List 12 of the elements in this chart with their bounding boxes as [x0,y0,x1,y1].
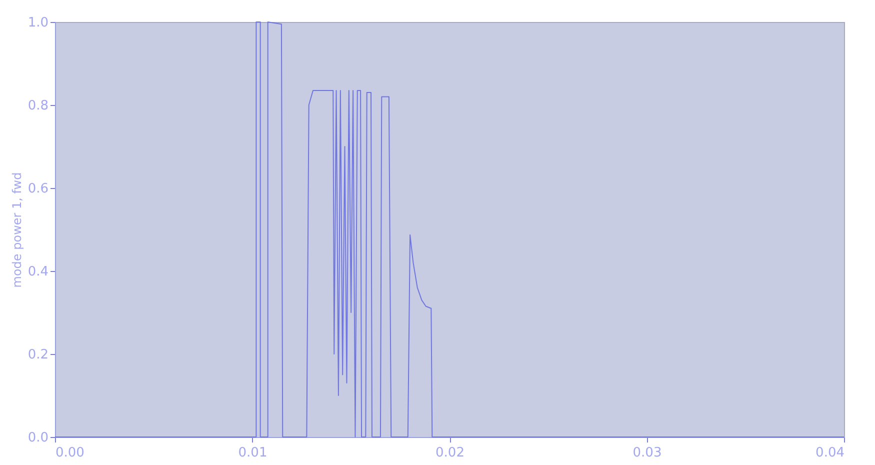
x-tick-label: 0.02 [436,446,464,460]
x-tick-label: 0.01 [238,446,268,460]
y-tick-label: 0.8 [28,98,48,114]
y-tick-label: 0.4 [28,264,48,280]
y-tick-label: 0.6 [28,182,48,196]
x-tick-label: 0.04 [816,446,844,460]
y-tick-label: 0.0 [28,430,48,446]
x-tick-label: 0.03 [632,446,662,460]
y-axis-title: mode power 1, fwd [10,172,24,288]
y-tick-label: 0.2 [28,348,48,362]
x-tick-label: 0.00 [56,446,84,460]
y-tick-label: 1.0 [28,16,48,30]
